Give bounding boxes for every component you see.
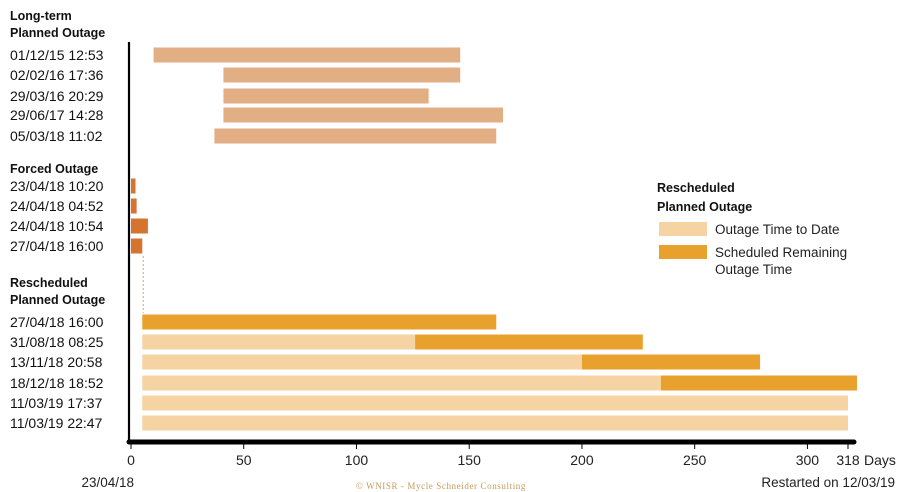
x-tick-label: 200 (570, 452, 594, 468)
x-tick-label: 100 (345, 452, 369, 468)
x-tick-label: 0 (127, 452, 135, 468)
legend-title: Rescheduled (657, 181, 735, 195)
row-label: 29/06/17 14:28 (10, 107, 104, 123)
bar-long-term (223, 107, 504, 123)
bar-to-date (142, 395, 849, 411)
bar-remaining (660, 375, 858, 391)
row-label: 18/12/18 18:52 (10, 375, 104, 391)
bar-remaining (415, 334, 643, 350)
group-title: Planned Outage (10, 293, 105, 307)
axis-layer: 0 50 100 150 200 250 300 318 Days 23/04/18 Restart… (81, 42, 896, 491)
x-tick-label: 318 (836, 452, 860, 468)
legend-swatch (659, 222, 707, 236)
row-label: 11/03/19 22:47 (10, 415, 103, 431)
credit-text: © WNISR - Mycle Schneider Consulting (356, 481, 526, 491)
group-title: Long-term (10, 9, 72, 23)
x-unit-label: Days (864, 452, 896, 468)
legend-label: Scheduled Remaining (715, 245, 847, 260)
legend-label: Outage Time to Date (715, 222, 840, 237)
row-label: 05/03/18 11:02 (10, 128, 103, 144)
row-label: 24/04/18 04:52 (10, 198, 104, 214)
group-title: Rescheduled (10, 276, 88, 290)
bar-remaining (581, 354, 761, 370)
bar-long-term (223, 88, 429, 104)
bar-forced (131, 218, 148, 234)
bar-forced (131, 178, 136, 194)
bar-to-date (142, 375, 661, 391)
row-label: 27/04/18 16:00 (10, 314, 104, 330)
legend-layer: Rescheduled Planned Outage Outage Time to … (657, 181, 847, 277)
bar-to-date (142, 354, 582, 370)
row-label: 29/03/16 20:29 (10, 88, 104, 104)
bars-layer (131, 47, 858, 431)
x-tick-label: 300 (796, 452, 820, 468)
legend-title: Planned Outage (657, 200, 752, 214)
x-tick-label: 250 (683, 452, 707, 468)
row-label: 13/11/18 20:58 (10, 354, 103, 370)
bar-long-term (223, 67, 461, 83)
row-label: 11/03/19 17:37 (10, 395, 103, 411)
bar-to-date (142, 334, 416, 350)
bar-forced (131, 238, 143, 254)
bar-to-date (142, 415, 849, 431)
x-tick-label: 150 (458, 452, 482, 468)
bar-forced (131, 198, 137, 214)
row-label: 24/04/18 10:54 (10, 218, 104, 234)
legend-label: Outage Time (715, 262, 792, 277)
x-tick-label: 50 (236, 452, 252, 468)
legend-swatch (659, 245, 707, 259)
group-title: Planned Outage (10, 26, 105, 40)
bar-remaining (142, 314, 497, 330)
row-label: 23/04/18 10:20 (10, 178, 104, 194)
bar-long-term (214, 128, 497, 144)
group-title: Forced Outage (10, 162, 98, 176)
row-label: 31/08/18 08:25 (10, 334, 104, 350)
row-label: 02/02/16 17:36 (10, 67, 104, 83)
x-end-label: Restarted on 12/03/19 (761, 475, 895, 490)
row-label: 27/04/18 16:00 (10, 238, 104, 254)
labels-layer: Long-term Planned Outage 01/12/15 12:53 02/… (10, 9, 105, 431)
x-start-label: 23/04/18 (81, 475, 134, 490)
row-label: 01/12/15 12:53 (10, 47, 104, 63)
bar-long-term (153, 47, 461, 63)
